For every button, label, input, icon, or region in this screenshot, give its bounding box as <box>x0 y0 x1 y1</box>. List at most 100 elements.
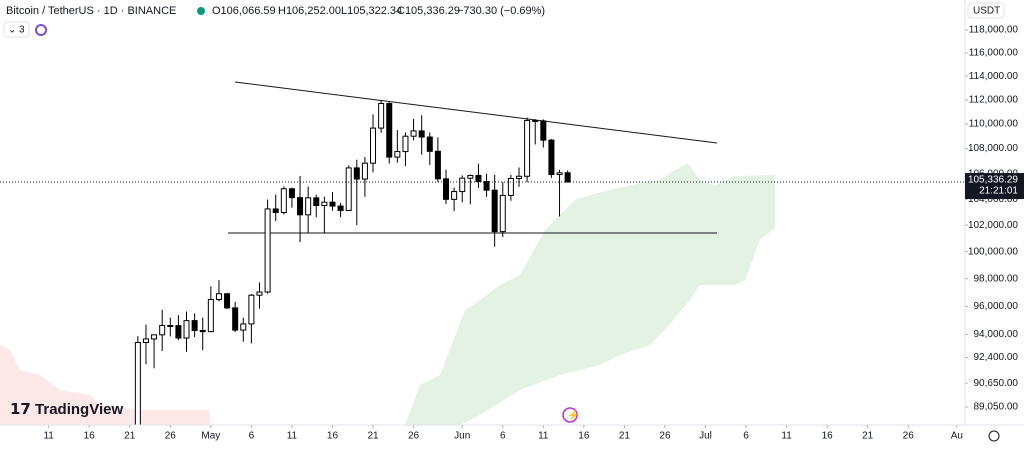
candle-body <box>370 127 377 164</box>
x-tick-label: Jul <box>699 431 712 442</box>
candle-body <box>199 330 206 333</box>
candle-body <box>386 103 393 158</box>
y-tick-label: 116,000.00 <box>969 48 1019 59</box>
candle-body <box>134 342 141 425</box>
candle-body <box>175 325 182 339</box>
x-tick-label: 6 <box>743 431 749 442</box>
candle-body <box>475 174 482 183</box>
x-tick-label: 11 <box>538 431 549 442</box>
currency-button[interactable] <box>967 2 1005 19</box>
candle-body <box>321 201 328 207</box>
candle-body <box>524 119 531 177</box>
candle-body <box>142 338 149 344</box>
x-tick-label: 16 <box>84 431 96 442</box>
candle-body <box>224 293 231 309</box>
x-tick-label: Au <box>951 431 963 442</box>
candle-body <box>280 188 287 213</box>
ohlc-change: −730.30 (−0.69%) <box>457 5 545 17</box>
y-tick-label: 112,000.00 <box>969 95 1019 106</box>
x-tick-label: 16 <box>327 431 339 442</box>
x-tick-label: 21 <box>367 431 379 442</box>
countdown: 21:21:01 <box>979 186 1018 197</box>
candle-body <box>548 139 555 176</box>
currency: USDT <box>973 6 1000 17</box>
candle-body <box>272 208 279 213</box>
y-tick-label: 114,000.00 <box>969 71 1019 82</box>
y-tick-label: 108,000.00 <box>968 143 1018 154</box>
x-tick-label: 26 <box>903 431 915 442</box>
plot-area <box>0 81 775 425</box>
candle-body <box>151 334 158 340</box>
candle-body <box>499 194 506 233</box>
candle-body <box>418 130 425 138</box>
y-tick-label: 89,050.00 <box>974 402 1019 413</box>
x-tick-label: 26 <box>165 431 177 442</box>
x-tick-label: 21 <box>124 431 136 442</box>
x-tick-label: 16 <box>578 431 590 442</box>
candle-body <box>467 174 474 179</box>
candle-body <box>434 150 441 180</box>
candle-body <box>232 307 239 331</box>
candle-body <box>443 178 450 200</box>
y-tick-label: 102,000.00 <box>968 220 1018 231</box>
candle-body <box>507 178 514 196</box>
ohlc-close: C105,336.29 <box>397 5 460 17</box>
alert-bolt: ⚡ <box>567 409 579 422</box>
candles <box>134 100 571 425</box>
symbol: Bitcoin / TetherUS · 1D · BINANCE <box>6 5 176 17</box>
indicator-count: 3 <box>19 25 25 36</box>
x-tick-label: 21 <box>862 431 874 442</box>
settings[interactable] <box>988 430 1000 442</box>
y-tick-label: 90,650.00 <box>974 378 1019 389</box>
cloud-red <box>0 345 210 425</box>
candle-body <box>515 175 522 180</box>
candle-body <box>248 294 255 325</box>
x-tick-label: 6 <box>249 431 255 442</box>
candle-body <box>183 320 190 339</box>
candle-body <box>297 197 304 216</box>
candle-body <box>167 324 174 327</box>
candle-body <box>353 167 360 180</box>
candle-body <box>459 177 466 193</box>
y-tick-label: 96,000.00 <box>974 301 1019 312</box>
candle-body <box>426 136 433 152</box>
x-tick-label: 11 <box>43 431 54 442</box>
candle-body <box>288 188 295 199</box>
candle-body <box>191 320 198 332</box>
last-price-box <box>965 173 1024 200</box>
indicator-icon[interactable] <box>35 24 47 36</box>
x-tick-label: 16 <box>822 431 834 442</box>
y-tick-label: 118,000.00 <box>969 25 1019 36</box>
candle-body <box>532 119 539 122</box>
ohlc-high: H106,252.00 <box>278 5 341 17</box>
x-tick-label: 21 <box>619 431 631 442</box>
x-tick-label: 6 <box>500 431 506 442</box>
candle-body <box>451 191 458 200</box>
market-status[interactable] <box>197 7 205 15</box>
trendline-resistance <box>234 81 718 144</box>
candle-body <box>207 299 214 333</box>
candle-body <box>329 201 336 207</box>
candle-body <box>159 324 166 336</box>
ohlc-low: L105,322.34 <box>341 5 402 17</box>
candle-body <box>564 172 571 183</box>
x-tick-label: Jun <box>454 431 470 442</box>
candle-body <box>483 181 490 191</box>
candle-body <box>305 197 312 216</box>
logo: 𝟭𝟳 TradingView <box>10 401 123 418</box>
alert-icon[interactable] <box>562 407 578 423</box>
y-tick-label: 110,000.00 <box>969 119 1019 130</box>
y-tick-label: 98,000.00 <box>974 273 1019 284</box>
x-tick-label: 26 <box>659 431 671 442</box>
candle-body <box>337 205 344 211</box>
x-tick-label: 26 <box>408 431 420 442</box>
candle-body <box>378 103 385 129</box>
indicators-toggle[interactable] <box>3 21 30 38</box>
candle-body <box>215 293 222 301</box>
chevron: ⌄ <box>8 25 16 36</box>
candle-body <box>394 151 401 158</box>
x-tick-label: 11 <box>781 431 792 442</box>
candle-body <box>491 189 498 233</box>
candle-body <box>313 197 320 207</box>
